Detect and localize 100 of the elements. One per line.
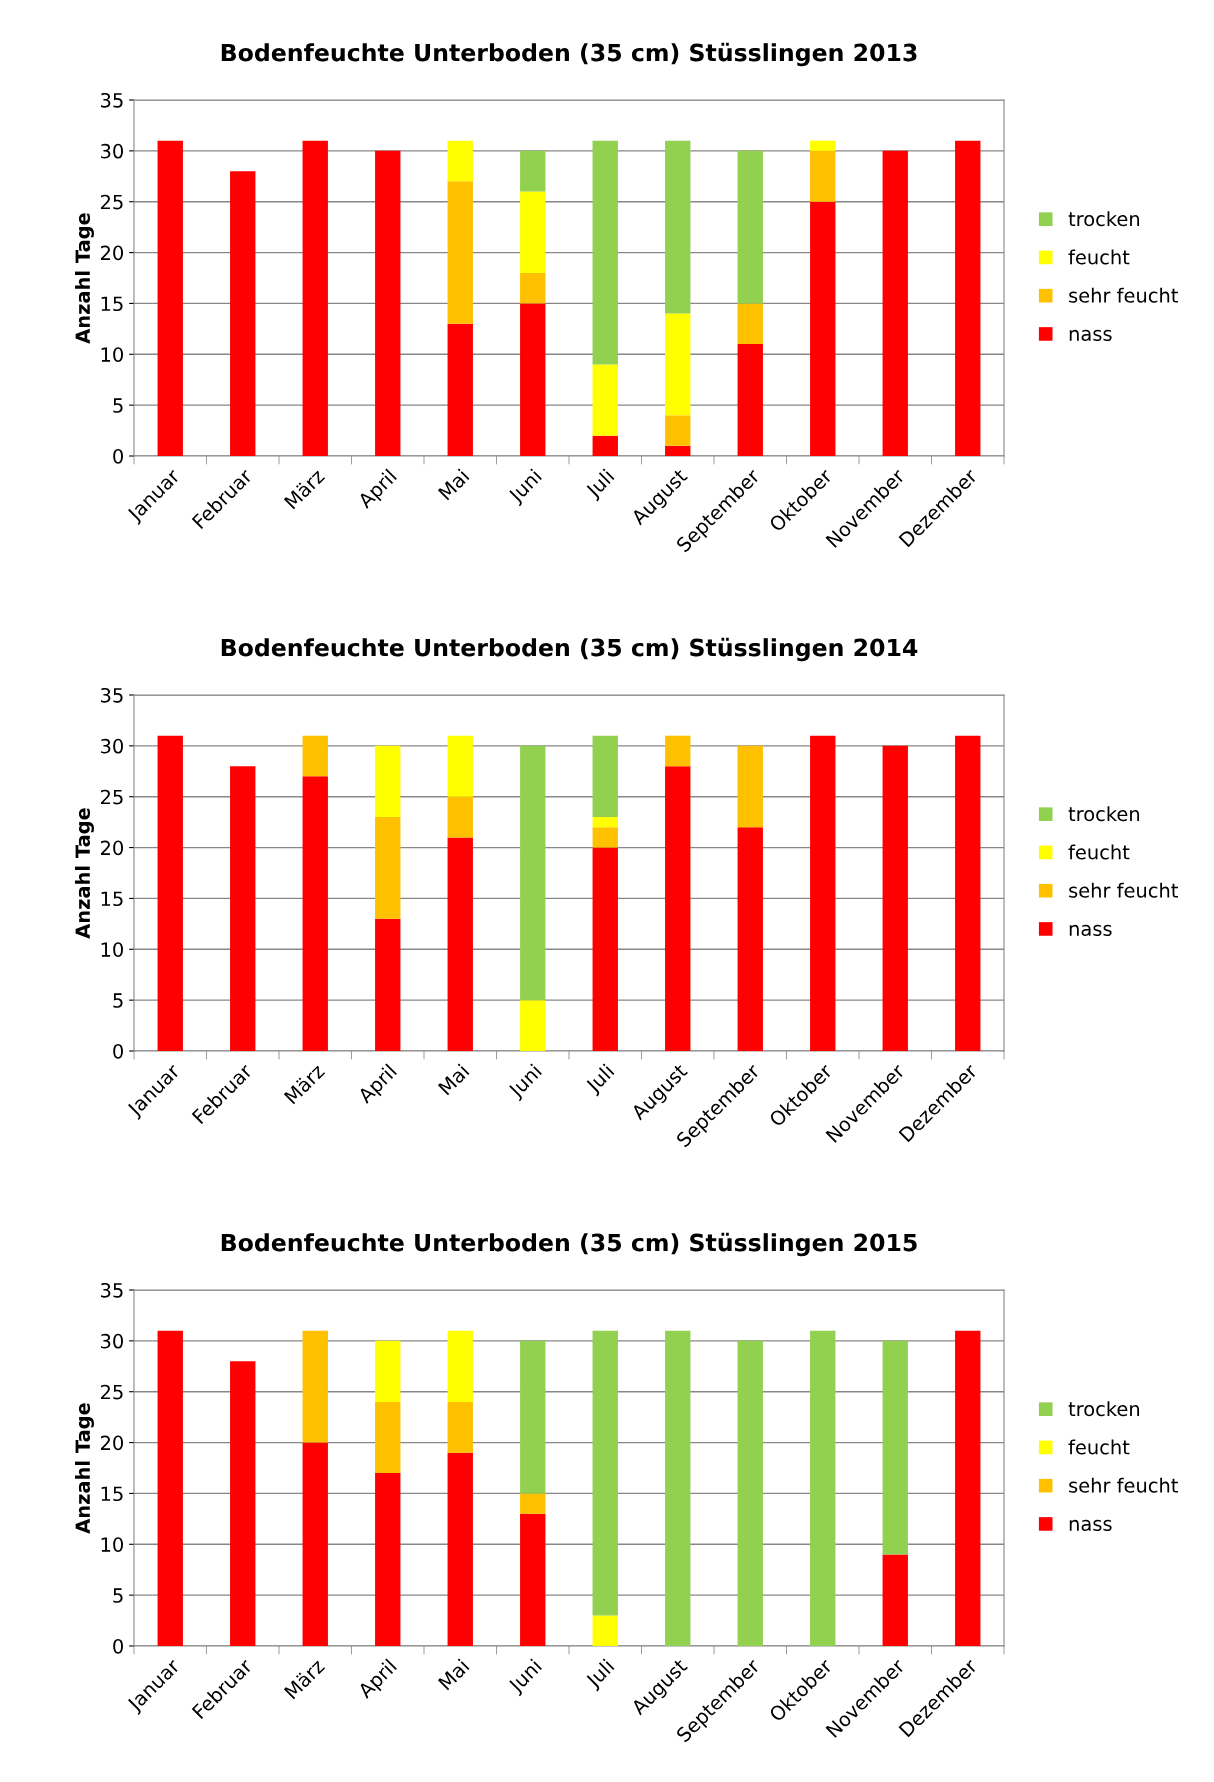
bar bbox=[520, 745, 546, 1001]
y-tick-label: 25 bbox=[100, 1384, 123, 1400]
y-tick-label: 10 bbox=[101, 942, 123, 957]
x-tick-label: Mai bbox=[437, 1063, 470, 1096]
legend-label: sehr feucht bbox=[1069, 882, 1178, 898]
y-tick-label: 20 bbox=[100, 1435, 123, 1451]
bar bbox=[157, 140, 183, 456]
legend-label: nass bbox=[1069, 924, 1112, 937]
bar bbox=[810, 1330, 836, 1646]
bar bbox=[302, 1442, 328, 1646]
bar bbox=[737, 745, 763, 828]
y-axis-title: Anzahl Tage bbox=[75, 213, 94, 344]
bar bbox=[520, 191, 546, 273]
x-tick-label: Mai bbox=[437, 1658, 470, 1691]
bar bbox=[665, 415, 691, 446]
y-tick-label: 15 bbox=[101, 296, 123, 312]
bar bbox=[592, 817, 618, 828]
bar bbox=[810, 150, 836, 202]
bar bbox=[447, 796, 473, 838]
bar bbox=[447, 323, 473, 456]
y-tick-label: 25 bbox=[100, 194, 123, 210]
bar bbox=[592, 364, 618, 436]
bar bbox=[375, 918, 401, 1051]
legend-label: trocken bbox=[1068, 806, 1140, 822]
x-tick-label: Juli bbox=[584, 1063, 618, 1097]
legend-label: nass bbox=[1069, 329, 1112, 342]
bar bbox=[810, 140, 836, 151]
bar bbox=[665, 445, 691, 456]
bar bbox=[737, 303, 763, 345]
y-tick-label: 35 bbox=[101, 687, 123, 703]
bar bbox=[592, 1330, 618, 1616]
bar bbox=[810, 735, 836, 1051]
bar bbox=[447, 1452, 473, 1646]
bar bbox=[665, 766, 691, 1051]
bar bbox=[520, 272, 546, 304]
y-tick-label: 35 bbox=[101, 92, 123, 108]
y-tick-label: 35 bbox=[101, 1282, 123, 1298]
bar bbox=[302, 735, 328, 777]
legend-label: sehr feucht bbox=[1069, 1477, 1178, 1493]
chart-title: Bodenfeuchte Unterboden (35 cm) Stüsslingen 2015 bbox=[221, 1232, 917, 1257]
bar bbox=[302, 1330, 328, 1443]
bar bbox=[882, 150, 908, 456]
bar bbox=[592, 1615, 618, 1646]
y-tick-label: 5 bbox=[113, 1588, 123, 1603]
bar bbox=[882, 745, 908, 1051]
y-tick-label: 20 bbox=[100, 245, 123, 261]
bar bbox=[592, 435, 618, 456]
bar bbox=[157, 1330, 183, 1646]
y-tick-label: 25 bbox=[100, 789, 123, 805]
bar bbox=[955, 140, 981, 456]
bar bbox=[375, 150, 401, 456]
bar bbox=[375, 1340, 401, 1402]
bar bbox=[447, 140, 473, 182]
y-tick-label: 30 bbox=[101, 143, 123, 159]
bar bbox=[737, 344, 763, 456]
bar bbox=[447, 1401, 473, 1453]
x-tick-label: Juli bbox=[584, 1658, 618, 1692]
y-tick-label: 10 bbox=[101, 1537, 123, 1552]
bar bbox=[592, 827, 618, 848]
bar bbox=[592, 847, 618, 1051]
bar bbox=[447, 735, 473, 797]
y-tick-label: 0 bbox=[113, 1638, 123, 1654]
bar bbox=[230, 766, 256, 1051]
y-tick-label: 30 bbox=[101, 1333, 123, 1349]
y-tick-label: 10 bbox=[101, 347, 123, 362]
y-tick-label: 30 bbox=[101, 738, 123, 754]
bar bbox=[955, 1330, 981, 1646]
x-tick-label: Juli bbox=[584, 468, 618, 502]
y-tick-label: 15 bbox=[101, 1486, 123, 1502]
y-tick-label: 0 bbox=[113, 448, 123, 464]
y-axis-title: Anzahl Tage bbox=[75, 1403, 94, 1534]
bar bbox=[520, 150, 546, 192]
chart-title: Bodenfeuchte Unterboden (35 cm) Stüsslingen 2014 bbox=[221, 637, 918, 662]
legend-label: feucht bbox=[1068, 249, 1130, 265]
bar bbox=[375, 1401, 401, 1474]
y-tick-label: 5 bbox=[113, 993, 123, 1008]
legend-label: nass bbox=[1069, 1519, 1112, 1532]
bar bbox=[375, 745, 401, 818]
bar bbox=[955, 735, 981, 1051]
bar bbox=[810, 201, 836, 456]
y-tick-label: 15 bbox=[101, 891, 123, 907]
bar bbox=[520, 1340, 546, 1494]
y-axis-title: Anzahl Tage bbox=[75, 808, 94, 939]
bar bbox=[882, 1554, 908, 1646]
bar bbox=[447, 181, 473, 324]
bar bbox=[230, 1361, 256, 1646]
bar bbox=[302, 776, 328, 1051]
x-tick-label: Mai bbox=[437, 468, 470, 501]
bar bbox=[737, 150, 763, 304]
bar bbox=[665, 313, 691, 416]
bar bbox=[447, 1330, 473, 1402]
bar bbox=[520, 303, 546, 456]
bar bbox=[737, 827, 763, 1051]
y-tick-label: 0 bbox=[113, 1043, 123, 1059]
bar bbox=[375, 817, 401, 919]
bar bbox=[230, 171, 256, 456]
legend-label: trocken bbox=[1068, 1401, 1140, 1417]
bar bbox=[665, 735, 691, 767]
legend-label: feucht bbox=[1068, 844, 1130, 860]
bar bbox=[447, 837, 473, 1051]
